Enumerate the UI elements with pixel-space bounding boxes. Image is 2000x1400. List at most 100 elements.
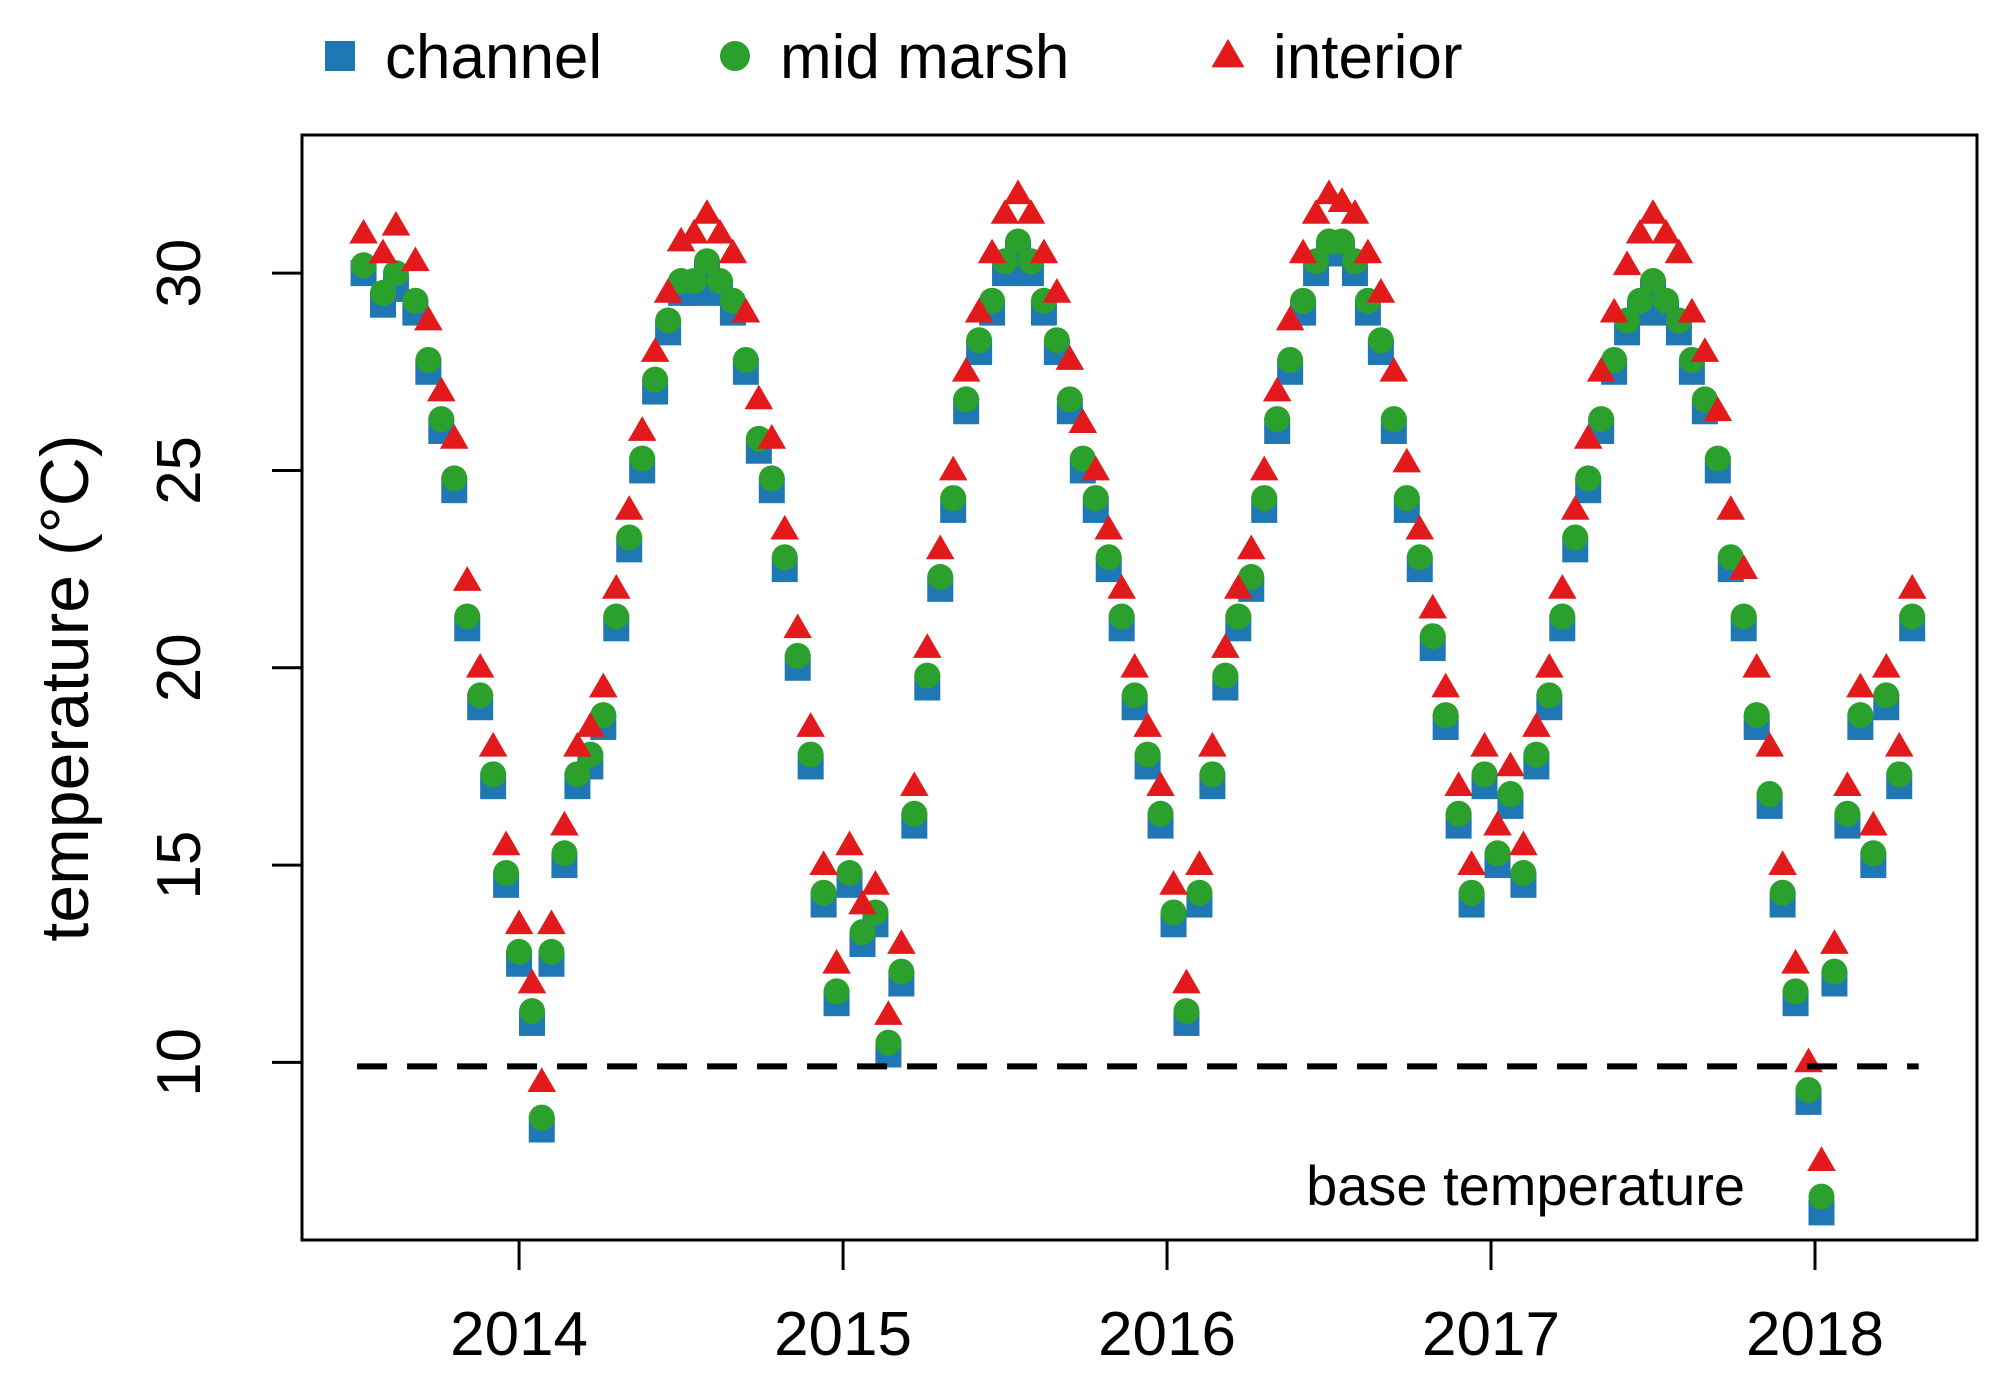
interior-point (1859, 810, 1888, 836)
mid-marsh-point (1328, 228, 1355, 255)
mid-marsh-point (810, 879, 837, 906)
interior-point (1651, 218, 1681, 244)
interior-point (1729, 554, 1759, 579)
mid-marsh-point (1562, 524, 1589, 551)
mid-marsh-point (642, 366, 669, 393)
mid-marsh-point (1497, 781, 1524, 808)
interior-point (478, 731, 508, 757)
interior-point (1418, 593, 1448, 619)
mid-marsh-point (758, 465, 785, 492)
mid-marsh-point (1640, 268, 1667, 295)
interior-point (977, 238, 1007, 264)
interior-point (783, 613, 812, 639)
interior-point (1703, 396, 1733, 422)
interior-point (601, 574, 631, 599)
mid-marsh-point (1225, 603, 1252, 630)
plot-frame (300, 133, 1979, 1242)
interior-point (381, 210, 411, 236)
mid-marsh-point (493, 859, 520, 886)
mid-marsh-point (1471, 761, 1498, 788)
mid-marsh-point (1795, 1077, 1822, 1104)
interior-point (1768, 850, 1797, 875)
x-axis: 2014 2015 2016 2017 2018 (450, 1240, 1884, 1369)
interior-point (718, 238, 748, 264)
mid-marsh-point (966, 327, 993, 354)
mid-marsh-point (1652, 287, 1679, 314)
mid-marsh-point (441, 465, 468, 492)
interior-point (1781, 948, 1810, 974)
interior-point (1262, 376, 1292, 402)
mid-marsh-point (1393, 485, 1420, 512)
interior-point (1625, 218, 1655, 244)
mid-marsh-point (1212, 662, 1239, 689)
interior-point (692, 199, 722, 224)
mid-marsh-point (693, 248, 720, 275)
mid-marsh-point (616, 524, 643, 551)
legend-channel-marker (325, 41, 355, 71)
mid-marsh-point (1704, 445, 1731, 472)
mid-marsh-point (1277, 346, 1304, 373)
mid-marsh-point (1134, 741, 1161, 768)
interior-point (1224, 574, 1253, 599)
interior-point (1055, 345, 1085, 370)
interior-point (465, 652, 495, 678)
mid-marsh-point (1743, 702, 1770, 729)
interior-point (491, 830, 521, 856)
mid-marsh-point (1199, 761, 1226, 788)
interior-point (537, 909, 566, 935)
mid-marsh-point (681, 268, 708, 295)
mid-marsh-point (402, 287, 429, 314)
interior-point (1172, 968, 1201, 994)
mid-marsh-point (1406, 544, 1433, 571)
mid-marsh-point (1445, 800, 1472, 827)
interior-point (796, 712, 825, 737)
interior-point (1677, 297, 1707, 323)
interior-point (964, 297, 994, 323)
mid-marsh-point (888, 958, 915, 985)
interior-point (757, 424, 787, 449)
base-temperature-annotation: base temperature (1306, 1154, 1745, 1217)
interior-point (1107, 574, 1136, 599)
interior-point (1444, 771, 1473, 797)
mid-marsh-point (1899, 603, 1926, 630)
legend-interior-marker (1211, 38, 1245, 68)
mid-marsh-point (1782, 978, 1809, 1005)
interior-point (1573, 424, 1603, 449)
mid-marsh-point (784, 642, 811, 669)
mid-marsh-point (1730, 603, 1757, 630)
interior-point (414, 305, 443, 331)
interior-point (1457, 850, 1486, 875)
mid-marsh-point (979, 287, 1006, 314)
legend-mid-marsh-marker (720, 41, 750, 71)
interior-point (731, 297, 761, 323)
interior-point (1431, 672, 1460, 698)
interior-point (640, 337, 670, 362)
interior-point (666, 226, 696, 252)
mid-marsh-point (1082, 485, 1109, 512)
interior-point (1366, 278, 1396, 303)
interior-point (1690, 337, 1720, 362)
mid-marsh-point (506, 938, 533, 965)
interior-point (1612, 250, 1642, 276)
mid-marsh-point (1523, 741, 1550, 768)
mid-marsh-point (1886, 761, 1913, 788)
mid-marsh-point (564, 761, 591, 788)
mid-marsh-point (1238, 564, 1265, 590)
mid-marsh-point (528, 1104, 555, 1131)
mid-marsh-point (875, 1029, 902, 1056)
interior-point (1833, 771, 1862, 797)
mid-marsh-point (415, 346, 442, 373)
y-tick-label: 30 (145, 239, 214, 308)
mid-marsh-point (1056, 386, 1083, 413)
interior-point (809, 850, 838, 875)
mid-marsh-point (1160, 899, 1187, 926)
interior-point (1003, 179, 1033, 205)
interior-point (452, 566, 482, 591)
mid-marsh-point (953, 386, 980, 413)
mid-marsh-point (1510, 859, 1537, 886)
interior-point (1405, 514, 1435, 540)
interior-point (1198, 731, 1227, 757)
interior-point (504, 909, 534, 935)
mid-marsh-point (823, 978, 850, 1005)
mid-marsh-point (797, 741, 824, 768)
